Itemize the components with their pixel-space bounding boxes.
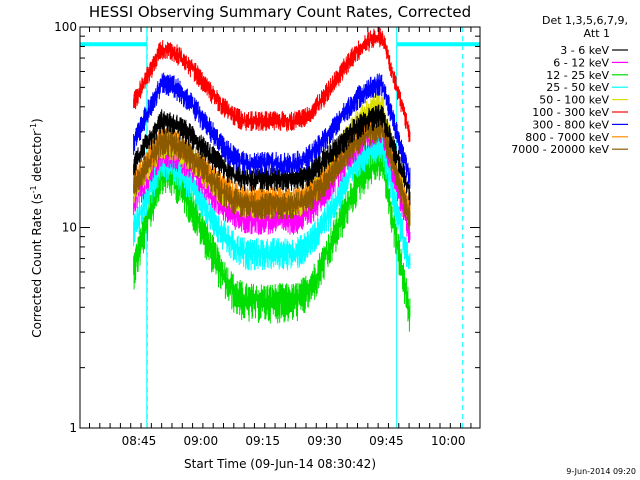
y-axis-label-mid: detector <box>30 131 44 186</box>
y-tick-label-1: 10 <box>62 221 77 235</box>
legend-label-8: 7000 - 20000 keV <box>511 143 609 156</box>
y-axis-label-end: ) <box>30 118 44 123</box>
timestamp: 9-Jun-2014 09:20 <box>566 467 636 476</box>
y-axis-label: Corrected Count Rate (s-1 detector-1) <box>29 118 44 337</box>
legend-header-line1: Det 1,3,5,6,7,9, <box>542 14 628 27</box>
x-tick-label-2: 09:15 <box>245 434 280 448</box>
x-tick-label-4: 09:45 <box>369 434 404 448</box>
x-tick-label-0: 08:45 <box>122 434 157 448</box>
legend-label-7: 800 - 7000 keV <box>525 131 609 144</box>
y-axis-label-main: Corrected Count Rate (s <box>30 193 44 337</box>
series-line-5 <box>133 27 411 143</box>
series-line-2 <box>133 142 411 332</box>
x-tick-label-3: 09:30 <box>307 434 342 448</box>
x-tick-label-1: 09:00 <box>184 434 219 448</box>
legend-label-4: 50 - 100 keV <box>539 94 609 107</box>
y-axis-label-sup1: -1 <box>29 185 38 193</box>
axes: 1 10 100 08:45 09:00 09:15 09:30 09:45 10:00 <box>54 20 481 448</box>
legend-label-0: 3 - 6 keV <box>560 44 609 57</box>
series-line-6 <box>133 72 411 189</box>
y-tick-label-0: 1 <box>69 421 77 435</box>
legend-label-6: 300 - 800 keV <box>532 118 609 131</box>
y-tick-label-2: 100 <box>54 20 77 34</box>
series-line-3 <box>133 129 411 271</box>
plot-area <box>80 27 480 428</box>
legend-header-line2: Att 1 <box>584 27 610 40</box>
x-axis-label: Start Time (09-Jun-14 08:30:42) <box>184 457 376 471</box>
chart-title: HESSI Observing Summary Count Rates, Cor… <box>89 3 471 21</box>
legend-label-1: 6 - 12 keV <box>553 56 609 69</box>
series-line-0 <box>133 104 411 206</box>
y-axis-label-sup2: -1 <box>29 123 38 131</box>
legend-label-3: 25 - 50 keV <box>546 81 609 94</box>
legend-label-2: 12 - 25 keV <box>546 69 609 82</box>
legend-label-5: 100 - 300 keV <box>532 106 609 119</box>
series-line-8 <box>133 117 411 230</box>
x-tick-label-5: 10:00 <box>431 434 466 448</box>
